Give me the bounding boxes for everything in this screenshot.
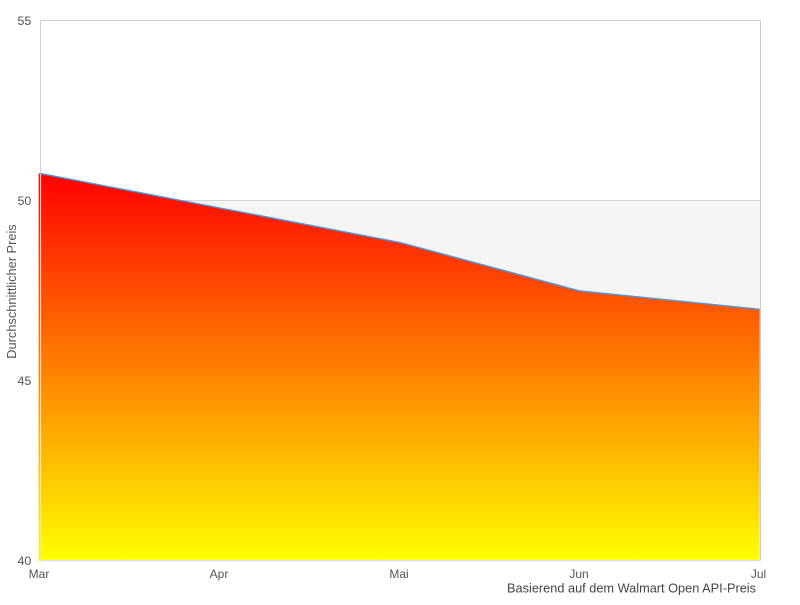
svg-text:55: 55 — [18, 14, 32, 28]
svg-text:45: 45 — [18, 374, 32, 388]
svg-text:Apr: Apr — [210, 567, 229, 581]
svg-text:Durchschnittlicher Preis: Durchschnittlicher Preis — [4, 224, 19, 358]
svg-text:Basierend auf dem Walmart Open: Basierend auf dem Walmart Open API-Preis — [507, 581, 756, 596]
svg-text:Jun: Jun — [569, 567, 588, 581]
svg-text:Jul: Jul — [751, 567, 766, 581]
svg-text:40: 40 — [18, 554, 32, 568]
svg-text:50: 50 — [18, 194, 32, 208]
svg-text:Mai: Mai — [389, 567, 408, 581]
svg-text:Mar: Mar — [29, 567, 50, 581]
